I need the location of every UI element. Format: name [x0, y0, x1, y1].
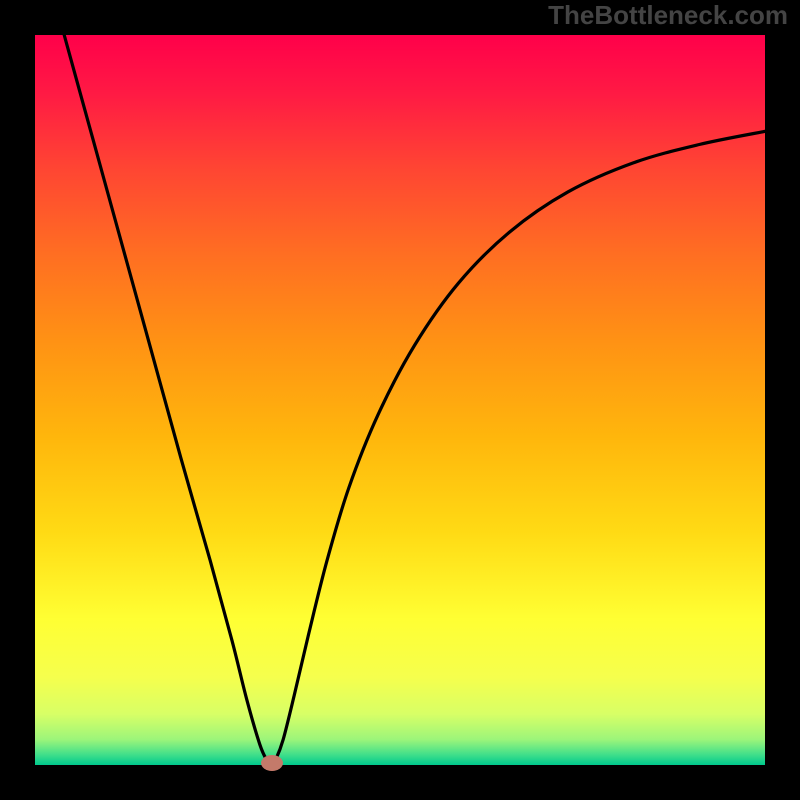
bottleneck-curve: [35, 35, 765, 765]
optimum-marker: [261, 755, 283, 771]
watermark-text: TheBottleneck.com: [548, 0, 788, 31]
plot-area: [35, 35, 765, 765]
chart-container: TheBottleneck.com: [0, 0, 800, 800]
